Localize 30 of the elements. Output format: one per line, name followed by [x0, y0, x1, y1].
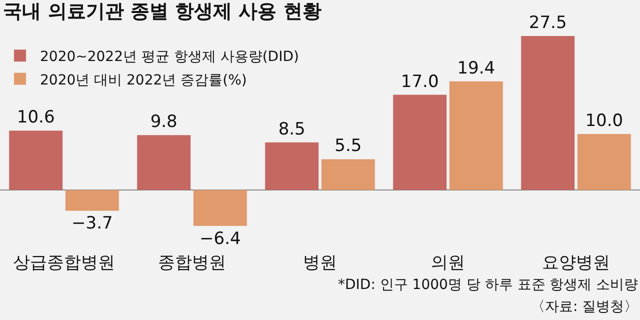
bar: [9, 130, 63, 190]
data-label: 19.4: [457, 58, 496, 78]
data-label: 17.0: [400, 72, 439, 92]
data-label: −6.4: [200, 228, 241, 249]
x-tick-label: 의원: [431, 253, 465, 273]
data-label: 9.8: [150, 112, 178, 132]
x-tick-label: 상급종합병원: [13, 253, 115, 273]
bar: [193, 190, 247, 226]
chart-title: 국내 의료기관 종별 항생제 사용 현황: [3, 0, 322, 22]
data-label: −3.7: [72, 214, 113, 234]
x-tick-label: 종합병원: [158, 253, 226, 273]
text: 〈자료: 질병청〉: [531, 299, 638, 315]
x-tick-label: 요양병원: [542, 253, 610, 273]
bar: [137, 135, 191, 190]
legend-label: 2020년 대비 2022년 증감률(%): [40, 72, 247, 88]
data-label: 27.5: [528, 13, 567, 33]
bar: [449, 81, 503, 190]
data-label: 5.5: [334, 136, 362, 156]
bar: [321, 159, 375, 190]
bar: [65, 190, 119, 211]
data-label: 8.5: [278, 119, 306, 140]
bar: [265, 142, 319, 190]
bar: [393, 94, 447, 190]
x-tick-label: 병원: [303, 253, 337, 273]
data-label: 10.6: [16, 108, 55, 128]
bar: [577, 134, 631, 190]
text: *DID: 인구 1000명 당 하루 표준 항생제 소비량: [338, 277, 638, 293]
data-label: 10.0: [585, 111, 624, 131]
bar: [521, 36, 575, 190]
legend-label: 2020~2022년 평균 항생제 사용량(DID): [40, 49, 299, 66]
